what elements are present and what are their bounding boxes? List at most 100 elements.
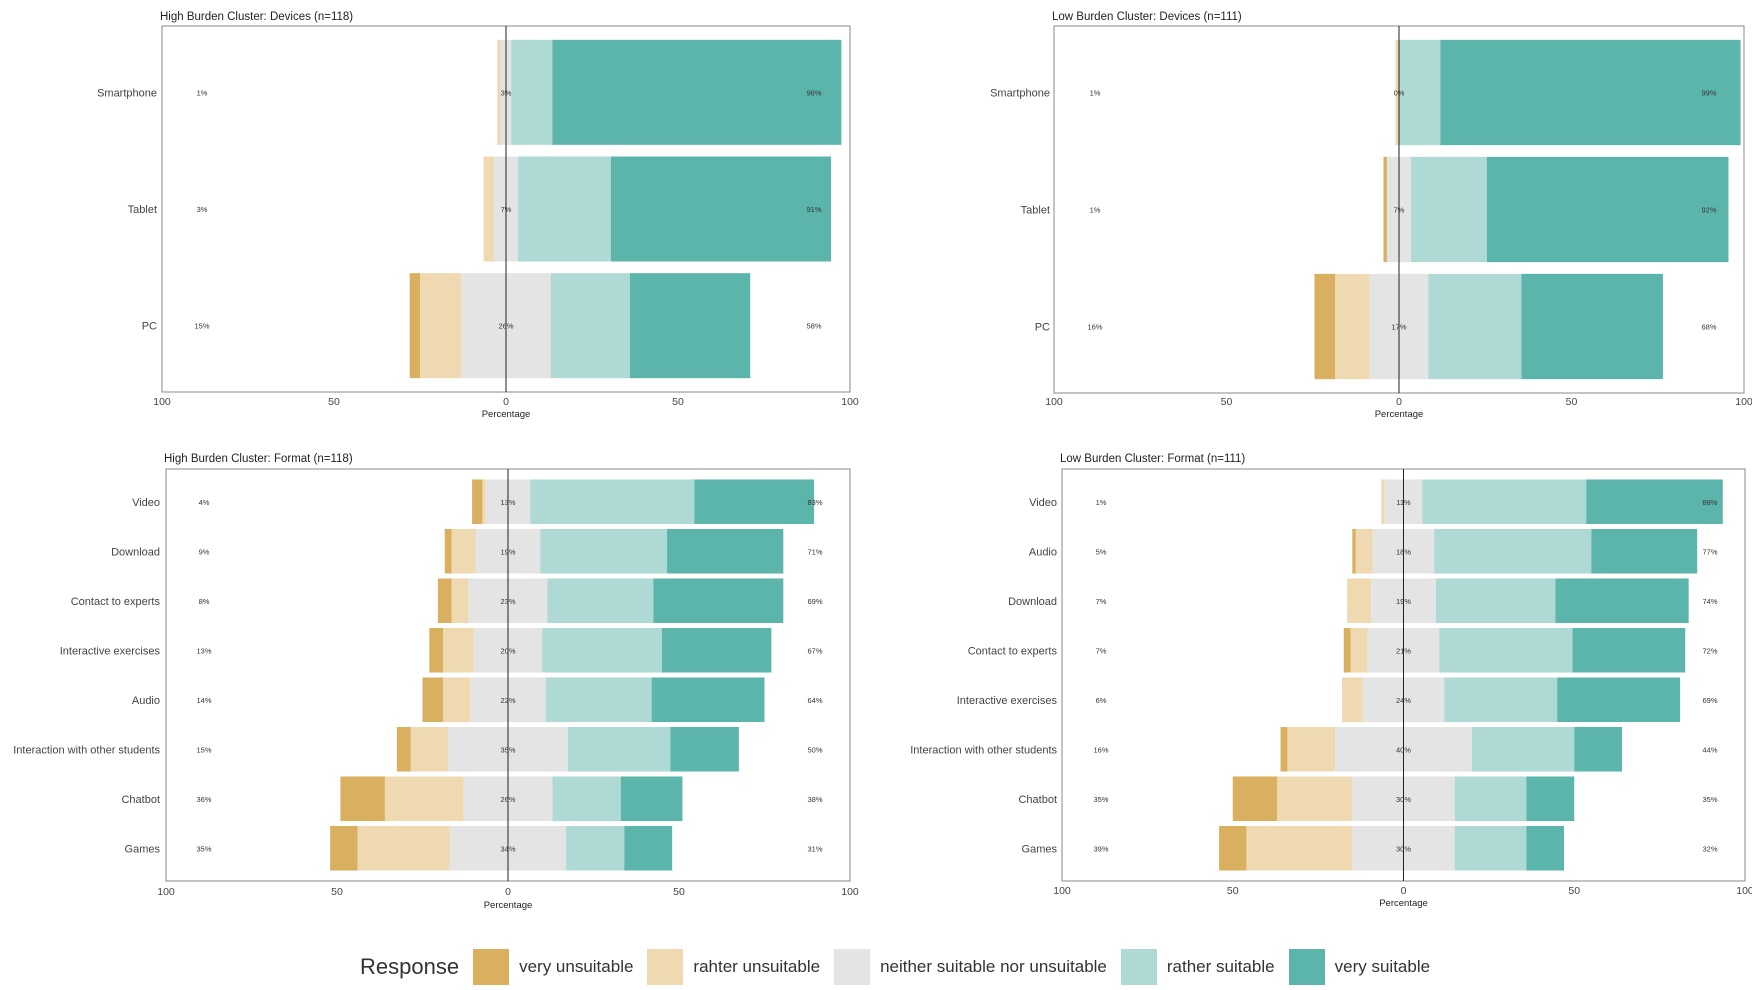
legend-label: rather suitable [1166, 957, 1275, 976]
bar-segment [443, 627, 474, 673]
legend-swatch [473, 949, 510, 985]
high-percent-label: 91% [806, 205, 821, 214]
bar-segment [444, 528, 452, 574]
high-percent-label: 69% [1702, 696, 1717, 705]
category-label: Contact to experts [968, 645, 1058, 657]
bar-segment [1555, 578, 1689, 624]
legend-swatch [1120, 949, 1157, 985]
x-tick-label: 50 [672, 396, 684, 408]
bar-segment [409, 273, 420, 379]
x-axis-label: Percentage [1379, 898, 1428, 909]
bar-segment [1355, 528, 1373, 574]
low-percent-label: 35% [1093, 795, 1108, 804]
bar-segment [1411, 156, 1487, 263]
bar-segment [1277, 776, 1353, 822]
bar-segment [437, 578, 452, 624]
bar-segment [1399, 39, 1441, 146]
legend-item-very-suitable: very suitable [1288, 949, 1431, 985]
x-tick-label: 50 [331, 886, 343, 898]
bar-segment [1439, 627, 1573, 673]
high-percent-label: 92% [1701, 206, 1716, 215]
low-percent-label: 9% [199, 547, 210, 556]
bar-segment [1486, 156, 1729, 263]
bar-segment [1440, 39, 1741, 146]
x-tick-label: 100 [1053, 885, 1071, 897]
chart-title: Low Burden Cluster: Format (n=111) [1060, 453, 1245, 465]
bar-segment [451, 528, 476, 574]
x-tick-label: 100 [1736, 885, 1752, 897]
legend-label: very suitable [1334, 957, 1431, 976]
bar-segment [552, 776, 621, 822]
x-tick-label: 50 [1227, 885, 1239, 897]
bar-segment [667, 528, 784, 574]
category-label: Chatbot [121, 794, 160, 806]
bar-segment [1557, 677, 1681, 723]
low-percent-label: 36% [196, 795, 211, 804]
high-percent-label: 58% [806, 322, 821, 331]
category-label: Download [1008, 596, 1057, 608]
bar-segment [1246, 825, 1353, 871]
bar-segment [1335, 273, 1370, 380]
bar-segment [1314, 273, 1336, 380]
low-percent-label: 7% [1096, 597, 1107, 606]
low-percent-label: 7% [1096, 646, 1107, 655]
category-label: Audio [1029, 546, 1057, 558]
bar-segment [451, 578, 469, 624]
chart-panel-3: High Burden Cluster: Format (n=118) 100 50… [13, 453, 859, 911]
bar-segment [530, 479, 695, 525]
bar-segment [511, 39, 553, 145]
high-percent-label: 35% [1702, 795, 1717, 804]
bar-segment [1526, 825, 1565, 871]
category-label: PC [142, 321, 157, 333]
high-percent-label: 74% [1702, 597, 1717, 606]
bar-segment [651, 677, 765, 723]
high-percent-label: 32% [1702, 844, 1717, 853]
high-percent-label: 96% [806, 88, 821, 97]
bar-segment [1287, 726, 1336, 772]
category-label: Interactive exercises [957, 695, 1058, 707]
low-percent-label: 1% [1090, 89, 1101, 98]
high-percent-label: 64% [807, 696, 822, 705]
legend-swatch [647, 949, 684, 985]
category-label: Games [1022, 843, 1058, 855]
bar-segment [566, 825, 625, 871]
category-label: Video [1029, 497, 1057, 509]
bar-segment [550, 273, 630, 379]
bar-segment [629, 273, 751, 379]
low-percent-label: 16% [1093, 745, 1108, 754]
bar-segment [384, 776, 464, 822]
high-percent-label: 38% [807, 795, 822, 804]
category-label: Games [125, 843, 161, 855]
bar-segment [1434, 528, 1592, 574]
bar-segment [518, 156, 611, 262]
low-percent-label: 1% [1090, 206, 1101, 215]
bar-segment [1574, 726, 1623, 772]
bar-segment [1422, 479, 1587, 525]
bar-segment [340, 776, 385, 822]
chart-panel-4: Low Burden Cluster: Format (n=111) 100 50 0… [910, 453, 1752, 909]
high-percent-label: 67% [807, 646, 822, 655]
bar-segment [1435, 578, 1556, 624]
x-tick-label: 50 [1566, 396, 1578, 408]
bar-segment [1352, 528, 1356, 574]
bar-segment [472, 479, 483, 525]
category-label: Interactive exercises [60, 645, 161, 657]
bar-segment [1444, 677, 1558, 723]
bar-segment [1342, 677, 1363, 723]
category-label: Smartphone [97, 87, 157, 99]
legend-item-very-unsuitable: very unsuitable [473, 949, 633, 985]
legend-item-rather-unsuitable: rahter unsuitable [647, 949, 820, 985]
high-percent-label: 72% [1702, 646, 1717, 655]
legend-title: Response [360, 954, 460, 979]
bar-segment [545, 677, 652, 723]
bar-segment [330, 825, 358, 871]
bar-segment [357, 825, 450, 871]
x-tick-label: 100 [841, 886, 859, 898]
category-label: Chatbot [1018, 794, 1057, 806]
bar-segment [429, 627, 444, 673]
legend-label: very unsuitable [519, 957, 634, 976]
category-label: Tablet [128, 204, 157, 216]
low-percent-label: 16% [1087, 323, 1102, 332]
bar-segment [1381, 479, 1385, 525]
low-percent-label: 14% [196, 696, 211, 705]
